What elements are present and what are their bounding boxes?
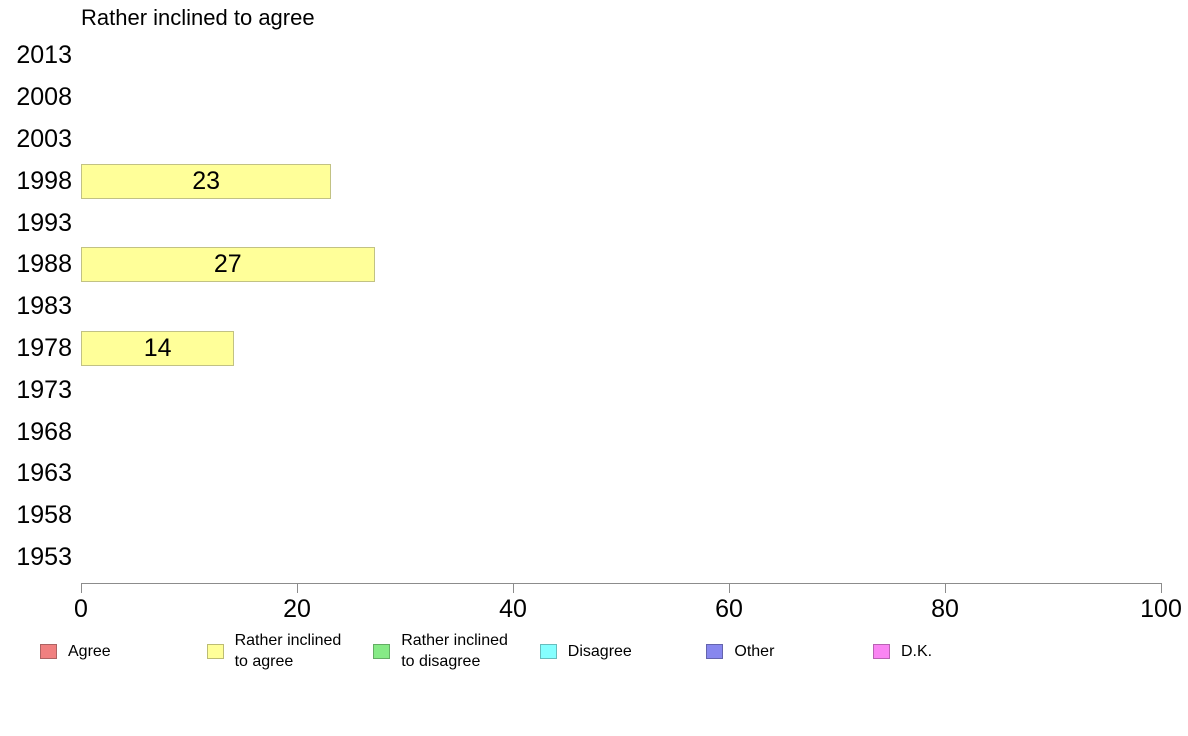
axis-tick-label: 0	[74, 595, 88, 623]
legend-label: Rather inclined to disagree	[401, 632, 508, 670]
plot-area	[81, 495, 1161, 537]
year-label: 1983	[16, 292, 72, 321]
chart-row: 1968	[0, 411, 1161, 453]
legend-swatch-disagree	[539, 643, 557, 659]
legend-swatch-other	[706, 643, 724, 659]
legend-label: D.K.	[900, 642, 933, 660]
year-label: 1968	[16, 417, 72, 446]
legend-swatch-rather-inclined-to-agree	[206, 643, 224, 659]
plot-area	[81, 453, 1161, 495]
chart-row: 1993	[0, 202, 1161, 244]
axis-tick-label: 40	[499, 595, 527, 623]
year-label: 2008	[16, 83, 72, 112]
year-label: 1963	[16, 459, 72, 488]
chart-row: 1983	[0, 286, 1161, 328]
year-label: 2003	[16, 124, 72, 153]
bar-value-label: 23	[192, 166, 221, 195]
plot-area	[81, 35, 1161, 77]
axis-tick-label: 60	[715, 595, 743, 623]
year-label: 2013	[16, 41, 72, 70]
axis-tick	[1161, 583, 1162, 593]
legend-item-agree[interactable]: Agree	[40, 641, 207, 662]
legend-swatch-d-k	[872, 643, 890, 659]
legend-item-d-k[interactable]: D.K.	[872, 641, 1040, 662]
plot-area	[81, 286, 1161, 328]
legend: Agree Rather inclined to agree Rather incl…	[40, 630, 1040, 672]
chart-row: 1958	[0, 495, 1161, 537]
legend-item-rather-inclined-to-disagree[interactable]: Rather inclined to disagree	[373, 630, 540, 672]
legend-swatch-agree	[40, 643, 57, 659]
plot-area: 27	[81, 244, 1161, 286]
year-label: 1998	[16, 166, 72, 195]
bar-value-label: 14	[143, 333, 172, 362]
plot-area: 23	[81, 160, 1161, 202]
bar-value-label: 27	[213, 250, 242, 279]
chart-row: 1998 23	[0, 160, 1161, 202]
legend-label: Rather inclined to agree	[234, 632, 342, 670]
year-label: 1993	[16, 208, 72, 237]
chart-row: 2013	[0, 35, 1161, 77]
axis-tick	[513, 583, 514, 593]
legend-item-other[interactable]: Other	[706, 641, 873, 662]
plot-area: 14	[81, 328, 1161, 370]
chart-row: 2003	[0, 119, 1161, 161]
x-axis-line	[81, 583, 1162, 584]
chart-row: 2008	[0, 77, 1161, 119]
axis-tick	[297, 583, 298, 593]
legend-label: Disagree	[567, 642, 632, 660]
plot-area	[81, 369, 1161, 411]
chart-title: Rather inclined to agree	[81, 5, 315, 30]
year-label: 1988	[16, 250, 72, 279]
axis-tick	[945, 583, 946, 593]
legend-item-rather-inclined-to-agree[interactable]: Rather inclined to agree	[206, 630, 374, 672]
plot-area	[81, 411, 1161, 453]
chart-row: 1973	[0, 369, 1161, 411]
chart-rows: 2013 2008 2003 1998 23 1993 1988 27 1983 1978 14 19…	[0, 35, 1161, 578]
axis-tick	[81, 583, 82, 593]
legend-label: Other	[734, 642, 775, 660]
axis-tick-label: 80	[931, 595, 959, 623]
axis-tick-label: 20	[283, 595, 311, 623]
plot-area	[81, 77, 1161, 119]
year-label: 1958	[16, 501, 72, 530]
legend-label: Agree	[68, 642, 111, 660]
plot-area	[81, 537, 1161, 579]
x-axis: 0 20 40 60 80 100	[74, 583, 1182, 628]
bar-1988[interactable]: 27	[81, 247, 375, 283]
bar-1978[interactable]: 14	[81, 330, 235, 366]
year-label: 1978	[16, 333, 72, 362]
legend-swatch-rather-inclined-to-disagree	[373, 643, 391, 659]
chart-row: 1988 27	[0, 244, 1161, 286]
axis-tick-label: 100	[1140, 595, 1182, 623]
legend-item-disagree[interactable]: Disagree	[539, 641, 707, 662]
chart-row: 1963	[0, 453, 1161, 495]
plot-area	[81, 202, 1161, 244]
axis-tick	[729, 583, 730, 593]
plot-area	[81, 119, 1161, 161]
year-label: 1953	[16, 542, 72, 571]
bar-1998[interactable]: 23	[81, 163, 332, 199]
year-label: 1973	[16, 375, 72, 404]
chart-row: 1953	[0, 537, 1161, 579]
chart-row: 1978 14	[0, 328, 1161, 370]
